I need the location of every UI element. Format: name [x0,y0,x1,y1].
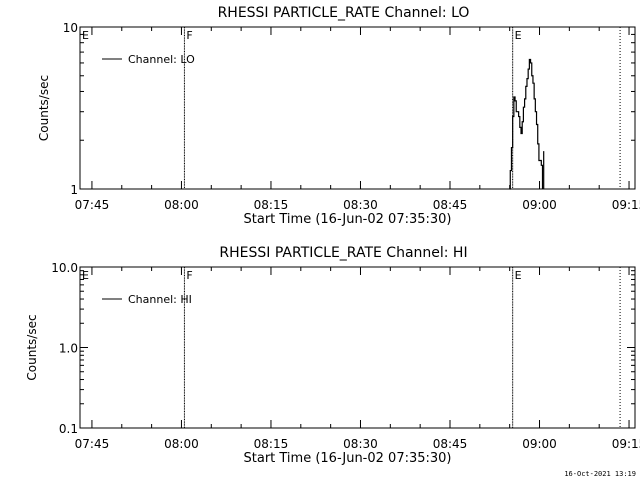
p1-x-tick-label: 08:30 [343,198,378,212]
p1-plot-frame [79,26,636,190]
p2-plot-frame [79,266,636,429]
p2-chart-title: RHESSI PARTICLE_RATE Channel: HI [219,245,467,261]
p1-marker-label: E [82,29,89,42]
p1-marker-label: F [186,29,192,42]
p2-x-tick-label: 07:45 [75,437,110,451]
p1-y-axis-label: Counts/sec [37,75,51,141]
p2-x-tick-label: 09:00 [522,437,557,451]
p2-x-tick-label: 09:15 [612,437,640,451]
p2-x-tick-label: 08:45 [433,437,468,451]
p1-series-line-1 [509,58,544,190]
p2-x-tick-label: 08:30 [343,437,378,451]
p1-y-tick-label: 10 [63,21,78,35]
p2-y-tick-label: 0.1 [59,422,78,436]
p1-x-axis-label: Start Time (16-Jun-02 07:35:30) [244,212,452,227]
p1-y-tick-label: 1 [70,183,78,197]
p2-y-axis-label: Counts/sec [25,314,39,380]
p1-x-tick-label: 09:15 [612,198,640,212]
p1-x-tick-label: 08:00 [164,198,199,212]
p1-x-tick-label: 09:00 [522,198,557,212]
p2-marker-label: E [515,269,522,282]
p2-marker-label: E [82,269,89,282]
p2-marker-label: F [186,269,192,282]
p2-y-tick-label: 1.0 [59,342,78,356]
p1-chart-title: RHESSI PARTICLE_RATE Channel: LO [218,5,470,21]
p1-marker-label: E [515,29,522,42]
p2-x-tick-label: 08:15 [254,437,289,451]
footer-timestamp: 16-Oct-2021 13:19 [564,470,636,478]
p1-x-tick-label: 08:45 [433,198,468,212]
p1-x-tick-label: 08:15 [254,198,289,212]
p2-y-tick-label: 10.0 [51,261,78,275]
p1-x-tick-label: 07:45 [75,198,110,212]
p2-x-axis-label: Start Time (16-Jun-02 07:35:30) [244,451,452,466]
p1-legend-label: Channel: LO [128,53,195,66]
p1-series-line-2 [543,151,545,189]
p2-legend-label: Channel: HI [128,293,192,306]
p2-x-tick-label: 08:00 [164,437,199,451]
